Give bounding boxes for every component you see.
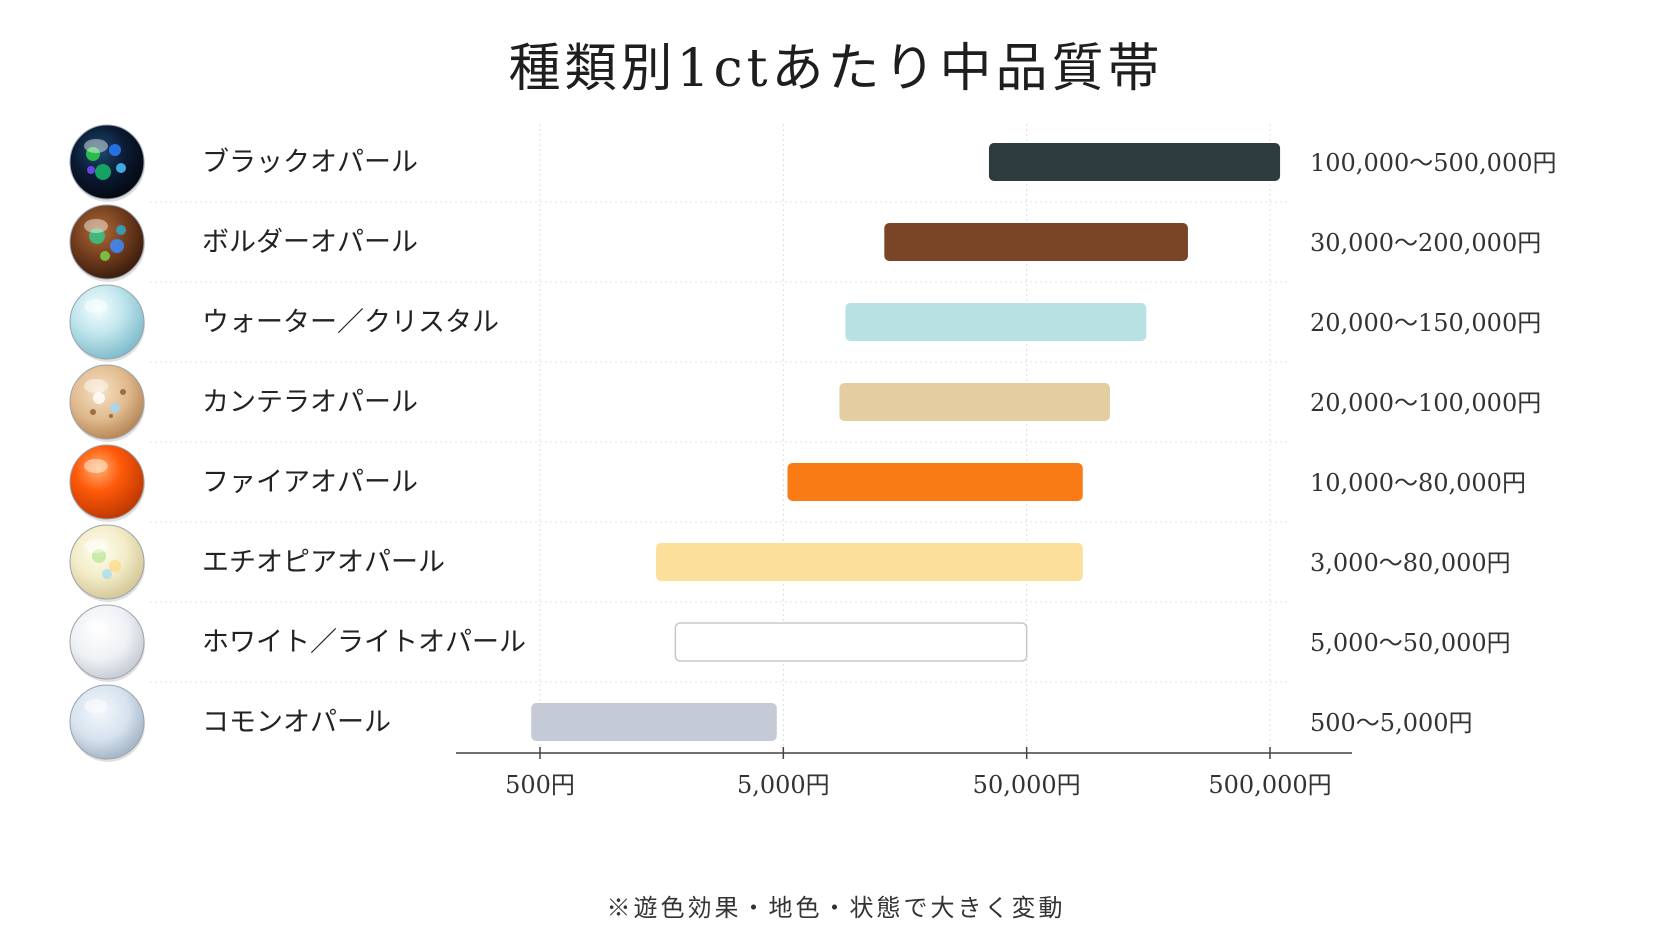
category-label: ファイアオパール bbox=[202, 467, 418, 498]
range-label: 5,000〜50,000円 bbox=[1310, 629, 1511, 657]
category-label: ホワイト／ライトオパール bbox=[202, 627, 526, 658]
water-crystal-opal-icon bbox=[69, 284, 145, 362]
ethiopian-opal-icon bbox=[69, 524, 145, 602]
chart-row: ブラックオパール 100,000〜500,000円 bbox=[69, 124, 1557, 202]
boulder-opal-icon bbox=[69, 204, 145, 282]
cantera-opal-icon bbox=[69, 364, 145, 442]
range-bar bbox=[656, 543, 1083, 581]
category-label: コモンオパール bbox=[202, 707, 391, 738]
category-label: ボルダーオパール bbox=[202, 227, 418, 258]
x-tick-label: 500,000円 bbox=[1208, 771, 1331, 799]
range-label: 100,000〜500,000円 bbox=[1310, 149, 1557, 177]
range-bar bbox=[845, 303, 1147, 341]
range-label: 20,000〜150,000円 bbox=[1310, 309, 1541, 337]
black-opal-icon bbox=[69, 124, 145, 202]
category-label: ウォーター／クリスタル bbox=[202, 307, 499, 338]
chart-row: ホワイト／ライトオパール 5,000〜50,000円 bbox=[69, 604, 1511, 682]
range-bar bbox=[787, 463, 1083, 501]
x-tick-label: 5,000円 bbox=[737, 771, 830, 799]
range-bar bbox=[674, 622, 1028, 662]
category-label: ブラックオパール bbox=[202, 147, 418, 178]
common-opal-icon bbox=[69, 684, 145, 762]
x-tick-label: 500円 bbox=[505, 771, 575, 799]
range-label: 30,000〜200,000円 bbox=[1310, 229, 1541, 257]
range-label: 3,000〜80,000円 bbox=[1310, 549, 1511, 577]
chart-row: ボルダーオパール 30,000〜200,000円 bbox=[69, 204, 1541, 282]
chart-row: ファイアオパール 10,000〜80,000円 bbox=[69, 444, 1526, 522]
category-label: カンテラオパール bbox=[202, 387, 418, 418]
range-label: 10,000〜80,000円 bbox=[1310, 469, 1526, 497]
x-tick-label: 50,000円 bbox=[973, 771, 1081, 799]
range-label: 20,000〜100,000円 bbox=[1310, 389, 1541, 417]
range-label: 500〜5,000円 bbox=[1310, 709, 1473, 737]
chart-title: 種類別1ctあたり中品質帯 bbox=[508, 39, 1164, 99]
fire-opal-icon bbox=[69, 444, 145, 522]
range-bar bbox=[531, 703, 777, 741]
range-bar bbox=[884, 223, 1188, 261]
range-bar bbox=[839, 383, 1110, 421]
chart-row: エチオピアオパール 3,000〜80,000円 bbox=[69, 524, 1511, 602]
range-bar bbox=[988, 143, 1281, 181]
category-label: エチオピアオパール bbox=[202, 547, 445, 578]
white-light-opal-icon bbox=[69, 604, 145, 682]
chart-row: ウォーター／クリスタル 20,000〜150,000円 bbox=[69, 284, 1541, 362]
chart-footnote: ※遊色効果・地色・状態で大きく変動 bbox=[606, 894, 1066, 922]
chart-row: カンテラオパール 20,000〜100,000円 bbox=[69, 364, 1541, 442]
chart-row: コモンオパール 500〜5,000円 bbox=[69, 684, 1473, 762]
